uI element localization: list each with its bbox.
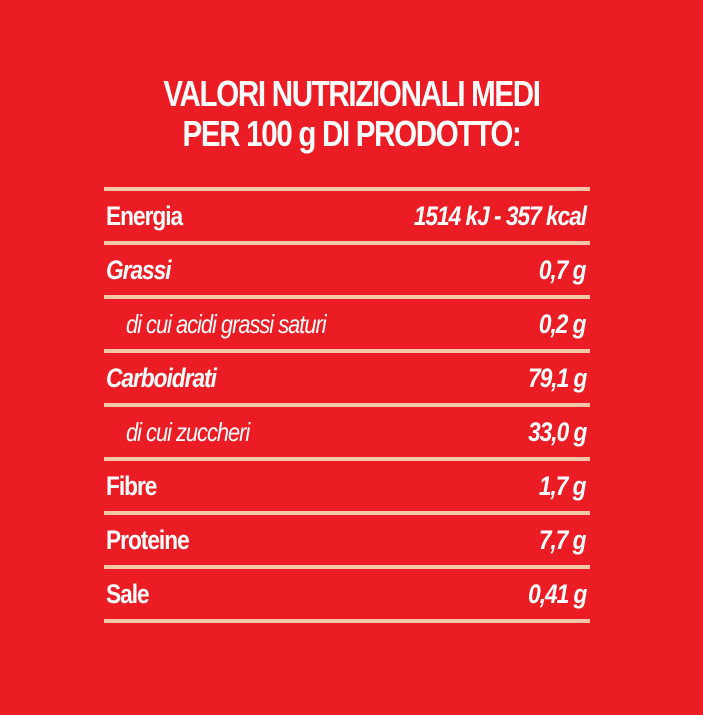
table-rule (104, 349, 590, 353)
row-label: Energia (106, 201, 183, 231)
row-label: Fibre (106, 471, 157, 501)
title-line-1: VALORI NUTRIZIONALI MEDI (163, 73, 541, 114)
row-label: Carboidrati (106, 363, 217, 393)
row-fibre: Fibre 1,7 g (104, 461, 590, 511)
row-zuccheri: di cui zuccheri 33,0 g (104, 407, 590, 457)
row-label: di cui acidi grassi saturi (126, 309, 327, 339)
row-value: 0,41 g (527, 579, 587, 609)
row-value: 1,7 g (539, 471, 587, 501)
table-rule (104, 511, 590, 515)
row-proteine: Proteine 7,7 g (104, 515, 590, 565)
table-rule (104, 241, 590, 245)
row-grassi: Grassi 0,7 g (104, 245, 590, 295)
table-rule (104, 619, 590, 623)
table-rule (104, 295, 590, 299)
nutrition-title: VALORI NUTRIZIONALI MEDI PER 100 g DI PR… (63, 74, 639, 154)
table-rule (104, 457, 590, 461)
table-rule (104, 565, 590, 569)
row-label: Proteine (106, 525, 190, 555)
row-value: 7,7 g (539, 525, 587, 555)
row-carboidrati: Carboidrati 79,1 g (104, 353, 590, 403)
table-rule (104, 403, 590, 407)
row-acidi-grassi-saturi: di cui acidi grassi saturi 0,2 g (104, 299, 590, 349)
row-energia: Energia 1514 kJ - 357 kcal (104, 191, 590, 241)
row-value: 79,1 g (527, 363, 587, 393)
row-label: Sale (106, 579, 150, 609)
row-label: Grassi (106, 255, 172, 285)
row-label: di cui zuccheri (126, 417, 250, 447)
row-value: 0,7 g (539, 255, 587, 285)
row-value: 0,2 g (539, 309, 587, 339)
table-rule (104, 187, 590, 191)
row-value: 1514 kJ - 357 kcal (413, 201, 587, 231)
nutrition-table: Energia 1514 kJ - 357 kcal Grassi 0,7 g … (104, 187, 590, 623)
row-sale: Sale 0,41 g (104, 569, 590, 619)
row-value: 33,0 g (527, 417, 587, 447)
title-line-2: PER 100 g DI PRODOTTO: (182, 113, 521, 154)
